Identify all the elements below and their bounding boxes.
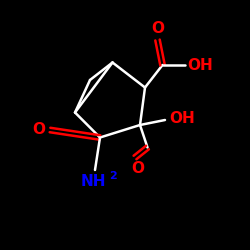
Text: OH: OH [169,111,194,126]
Text: OH: OH [188,58,213,72]
Text: O: O [151,21,164,36]
Text: O: O [131,161,144,176]
Text: NH: NH [81,174,106,189]
Text: O: O [32,122,45,138]
Text: 2: 2 [109,171,116,181]
